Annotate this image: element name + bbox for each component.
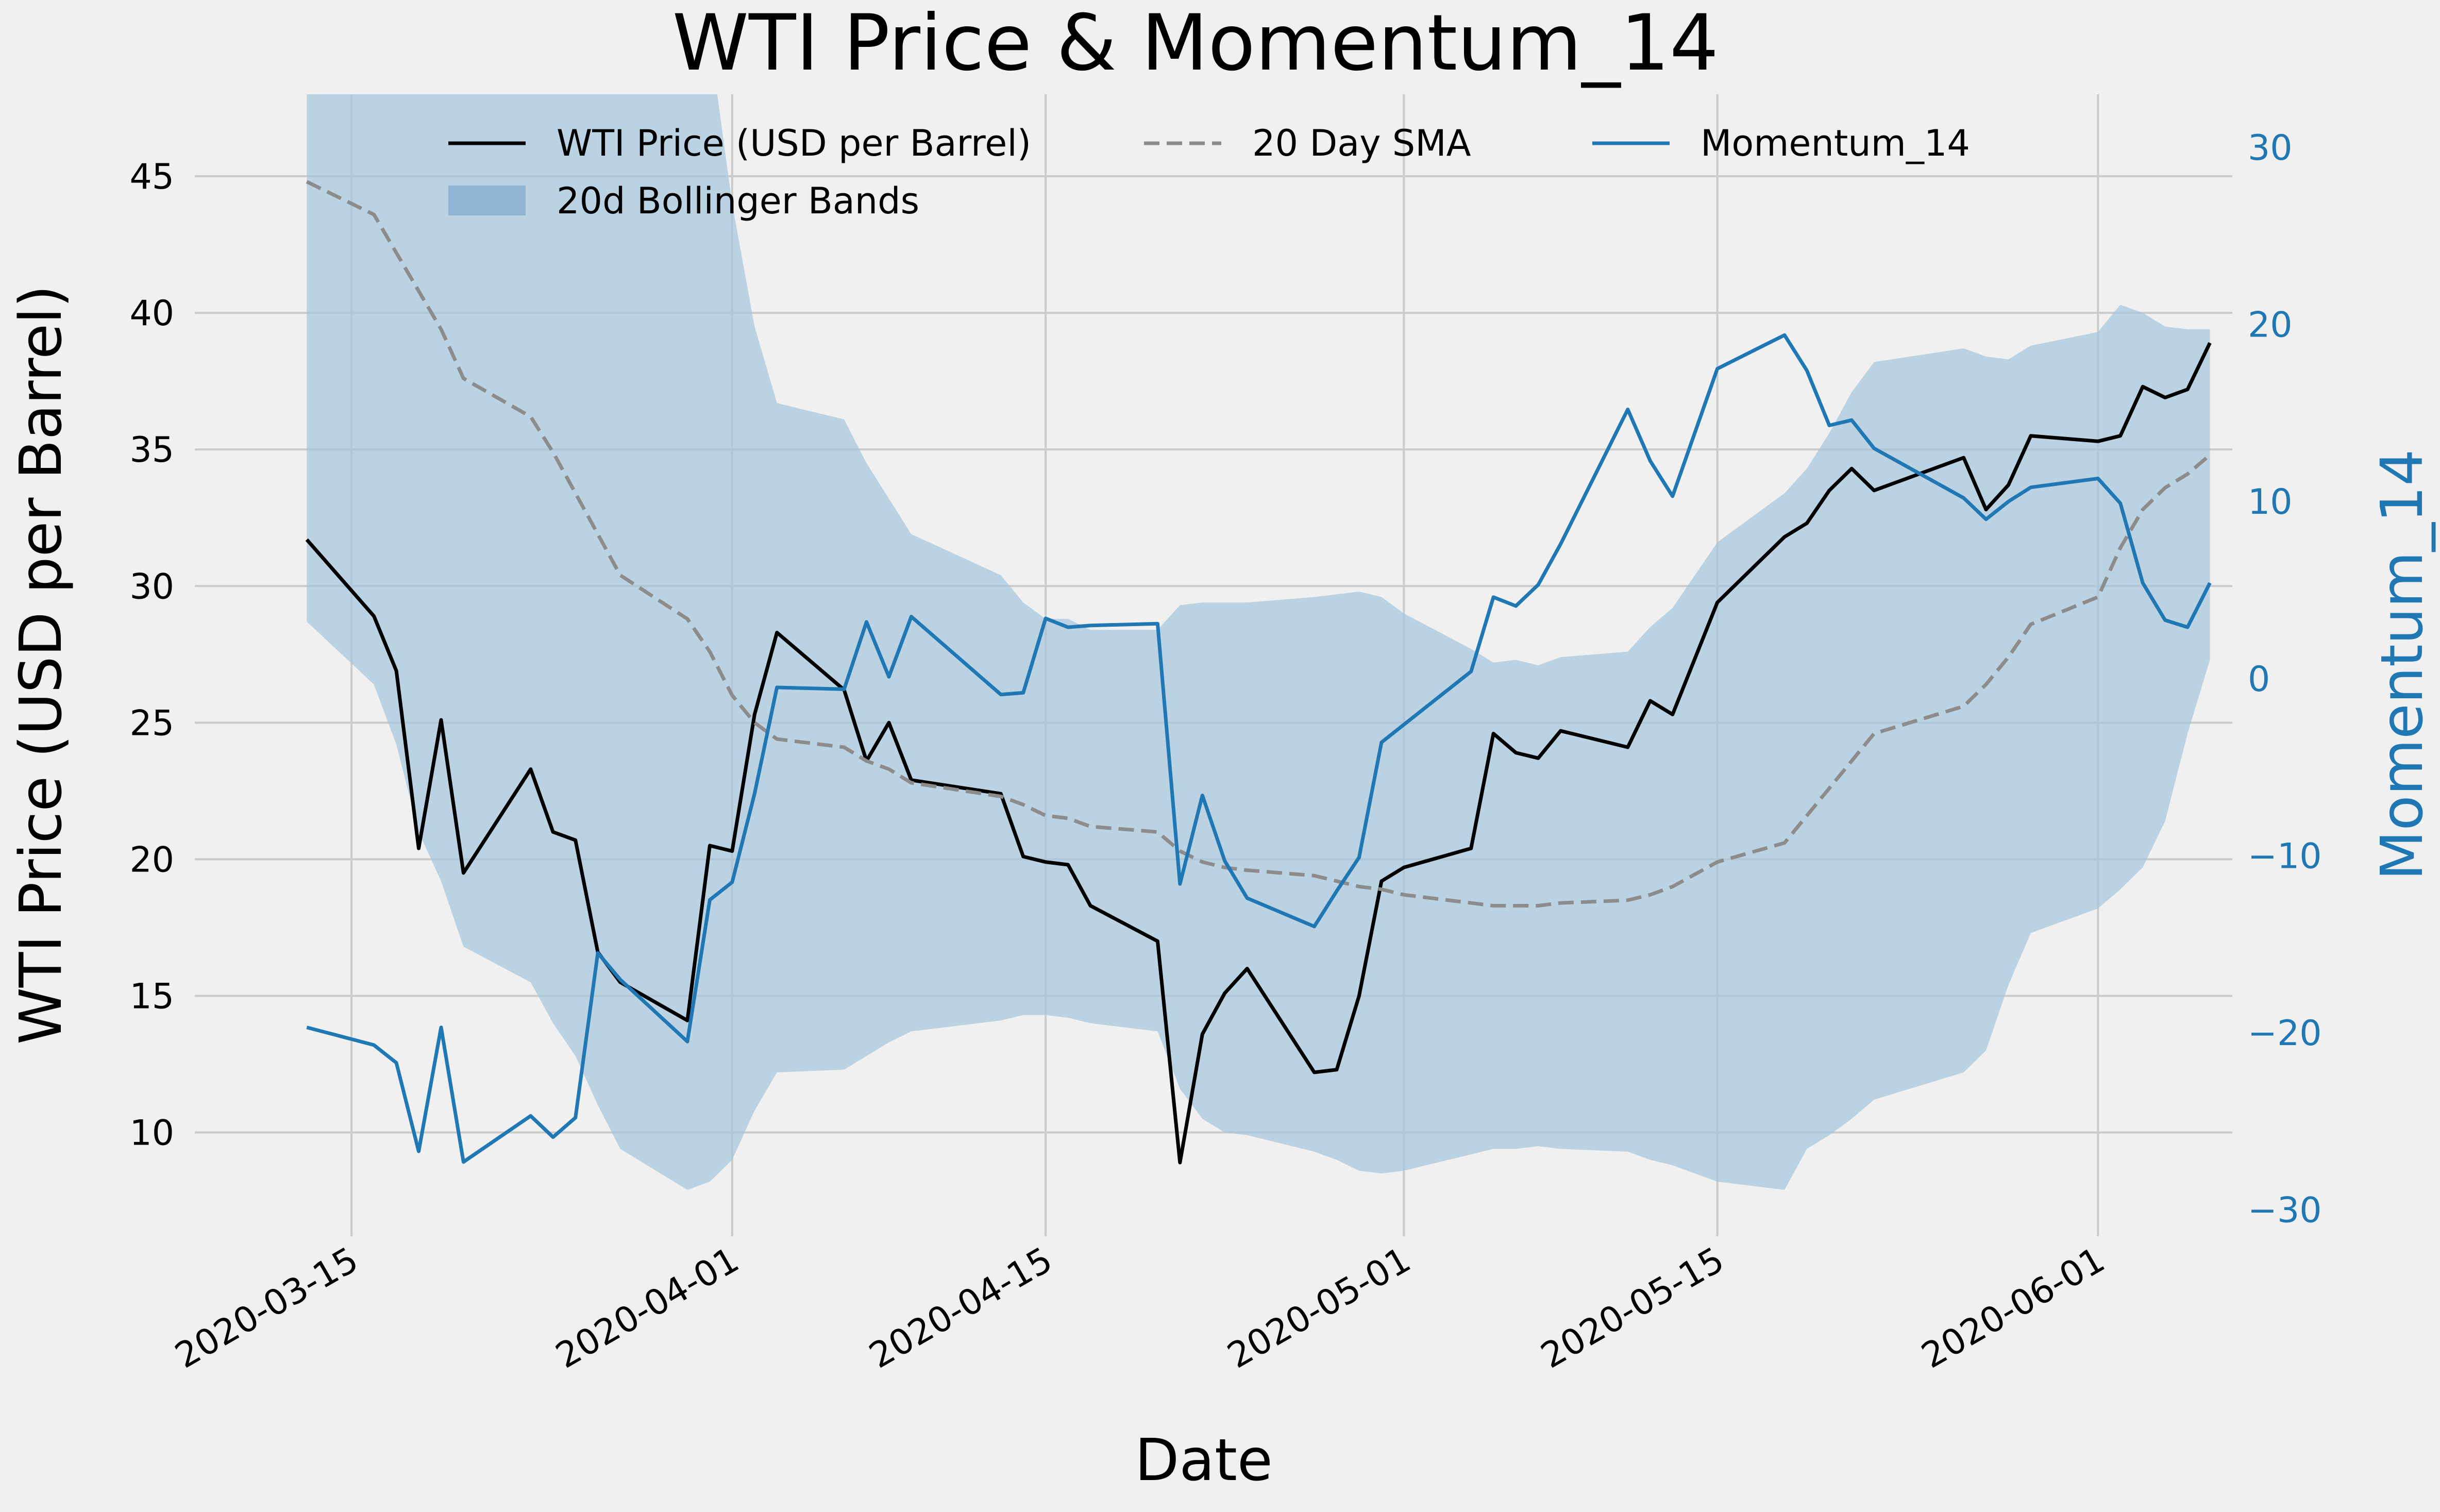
- legend-item: 20d Bollinger Bands: [448, 180, 919, 222]
- y2-tick-label: 0: [2248, 659, 2270, 700]
- series-lines: [305, 180, 2212, 1165]
- legend-item: Momentum_14: [1592, 122, 1970, 164]
- legend: WTI Price (USD per Barrel) 20 Day SMA Mome…: [448, 122, 1970, 222]
- legend-label: WTI Price (USD per Barrel): [557, 122, 1031, 164]
- y-tick-label: 45: [129, 157, 174, 197]
- y-tick-label: 25: [129, 703, 174, 744]
- legend-swatch: [448, 186, 526, 215]
- x-axis-label: Date: [1135, 1427, 1273, 1494]
- series-bollinger-bands: [307, 94, 2210, 1190]
- y-axis-label: WTI Price (USD per Barrel): [8, 285, 75, 1045]
- y-tick-label: 15: [129, 976, 174, 1017]
- series-sma-line: [306, 180, 2211, 908]
- y2-tick-label: −10: [2248, 836, 2322, 877]
- y2-tick-label: 30: [2248, 128, 2293, 169]
- bollinger-band-area: [307, 94, 2210, 1190]
- y-tick-label: 35: [129, 430, 174, 471]
- y-tick-label: 10: [129, 1113, 174, 1154]
- y2-tick-label: 10: [2248, 482, 2293, 523]
- y-tick-label: 30: [129, 566, 174, 607]
- legend-label: 20 Day SMA: [1252, 122, 1471, 164]
- legend-item: WTI Price (USD per Barrel): [448, 122, 1031, 164]
- legend-item: 20 Day SMA: [1144, 122, 1471, 164]
- y2-tick-label: 20: [2248, 305, 2293, 346]
- legend-label: Momentum_14: [1701, 122, 1970, 164]
- y-tick-label: 20: [129, 839, 174, 880]
- y-tick-label: 40: [129, 293, 174, 334]
- y2-tick-label: −20: [2248, 1013, 2322, 1054]
- legend-label: 20d Bollinger Bands: [557, 180, 919, 222]
- series-momentum-line: [306, 333, 2212, 1164]
- y2-axis-label: Momentum_14: [2369, 449, 2436, 881]
- y2-tick-label: −30: [2248, 1190, 2322, 1231]
- chart-title: WTI Price & Momentum_14: [672, 0, 1719, 88]
